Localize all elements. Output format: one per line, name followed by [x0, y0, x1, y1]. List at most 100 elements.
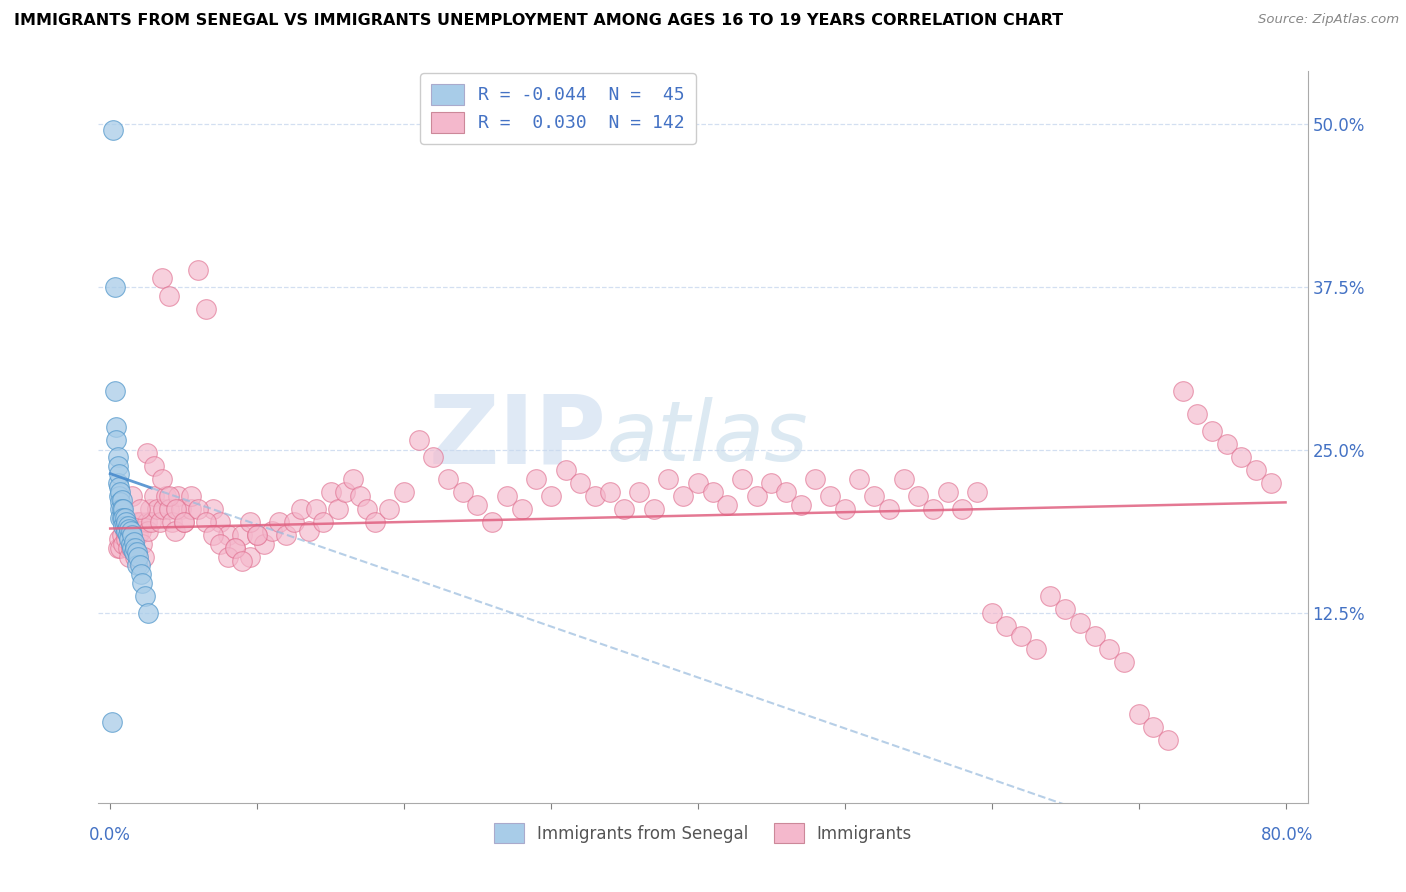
Point — [157, 502, 180, 516]
Point — [217, 528, 239, 542]
Point — [702, 485, 724, 500]
Point — [110, 495, 132, 509]
Point — [239, 515, 262, 529]
Point — [224, 541, 246, 555]
Point — [115, 532, 138, 546]
Point — [217, 550, 239, 565]
Text: ZIP: ZIP — [429, 391, 606, 483]
Point — [326, 502, 349, 516]
Point — [139, 502, 162, 516]
Point — [980, 607, 1002, 621]
Point — [818, 489, 841, 503]
Point — [342, 472, 364, 486]
Point — [363, 515, 385, 529]
Point — [1083, 629, 1105, 643]
Point — [155, 489, 177, 503]
Point — [115, 515, 138, 529]
Point — [950, 502, 973, 516]
Point — [202, 528, 225, 542]
Point — [121, 532, 143, 546]
Point — [121, 541, 143, 555]
Point — [1260, 475, 1282, 490]
Point — [101, 123, 124, 137]
Point — [170, 502, 193, 516]
Point — [150, 472, 173, 486]
Point — [105, 433, 128, 447]
Point — [481, 515, 503, 529]
Point — [745, 489, 768, 503]
Point — [150, 270, 173, 285]
Point — [246, 528, 269, 542]
Text: IMMIGRANTS FROM SENEGAL VS IMMIGRANTS UNEMPLOYMENT AMONG AGES 16 TO 19 YEARS COR: IMMIGRANTS FROM SENEGAL VS IMMIGRANTS UN… — [14, 13, 1063, 29]
Point — [166, 489, 188, 503]
Point — [1201, 424, 1223, 438]
Point — [209, 537, 232, 551]
Point — [128, 558, 150, 573]
Point — [165, 502, 187, 516]
Point — [209, 515, 232, 529]
Point — [408, 433, 430, 447]
Point — [114, 524, 136, 538]
Point — [146, 502, 169, 516]
Point — [128, 515, 150, 529]
Point — [1128, 706, 1150, 721]
Point — [129, 567, 152, 582]
Point — [157, 489, 180, 503]
Point — [173, 515, 195, 529]
Point — [422, 450, 444, 464]
Point — [134, 590, 156, 604]
Point — [117, 519, 139, 533]
Point — [319, 485, 342, 500]
Point — [112, 511, 135, 525]
Point — [118, 550, 141, 565]
Point — [269, 515, 291, 529]
Point — [290, 502, 312, 516]
Point — [105, 419, 128, 434]
Point — [202, 502, 225, 516]
Point — [125, 558, 148, 573]
Point — [775, 485, 797, 500]
Point — [111, 502, 134, 516]
Point — [1112, 655, 1135, 669]
Point — [194, 515, 217, 529]
Point — [1025, 641, 1047, 656]
Point — [120, 524, 142, 538]
Point — [135, 446, 157, 460]
Point — [863, 489, 886, 503]
Point — [180, 489, 202, 503]
Point — [122, 545, 145, 559]
Point — [628, 485, 651, 500]
Point — [672, 489, 695, 503]
Point — [103, 280, 125, 294]
Point — [108, 467, 131, 481]
Point — [128, 502, 150, 516]
Point — [467, 498, 489, 512]
Point — [1157, 733, 1180, 747]
Point — [121, 528, 143, 542]
Point — [761, 475, 783, 490]
Point — [804, 472, 827, 486]
Text: Source: ZipAtlas.com: Source: ZipAtlas.com — [1258, 13, 1399, 27]
Point — [107, 450, 129, 464]
Point — [112, 537, 135, 551]
Point — [731, 472, 754, 486]
Point — [124, 541, 146, 555]
Point — [120, 541, 142, 555]
Point — [848, 472, 870, 486]
Point — [510, 502, 533, 516]
Point — [283, 515, 305, 529]
Legend: Immigrants from Senegal, Immigrants: Immigrants from Senegal, Immigrants — [488, 817, 918, 849]
Point — [187, 263, 209, 277]
Point — [834, 502, 856, 516]
Point — [125, 545, 148, 559]
Point — [1142, 720, 1164, 734]
Point — [108, 489, 131, 503]
Point — [118, 521, 141, 535]
Point — [554, 463, 576, 477]
Point — [613, 502, 636, 516]
Point — [1054, 602, 1077, 616]
Point — [657, 472, 679, 486]
Point — [141, 515, 163, 529]
Point — [599, 485, 621, 500]
Point — [194, 301, 217, 317]
